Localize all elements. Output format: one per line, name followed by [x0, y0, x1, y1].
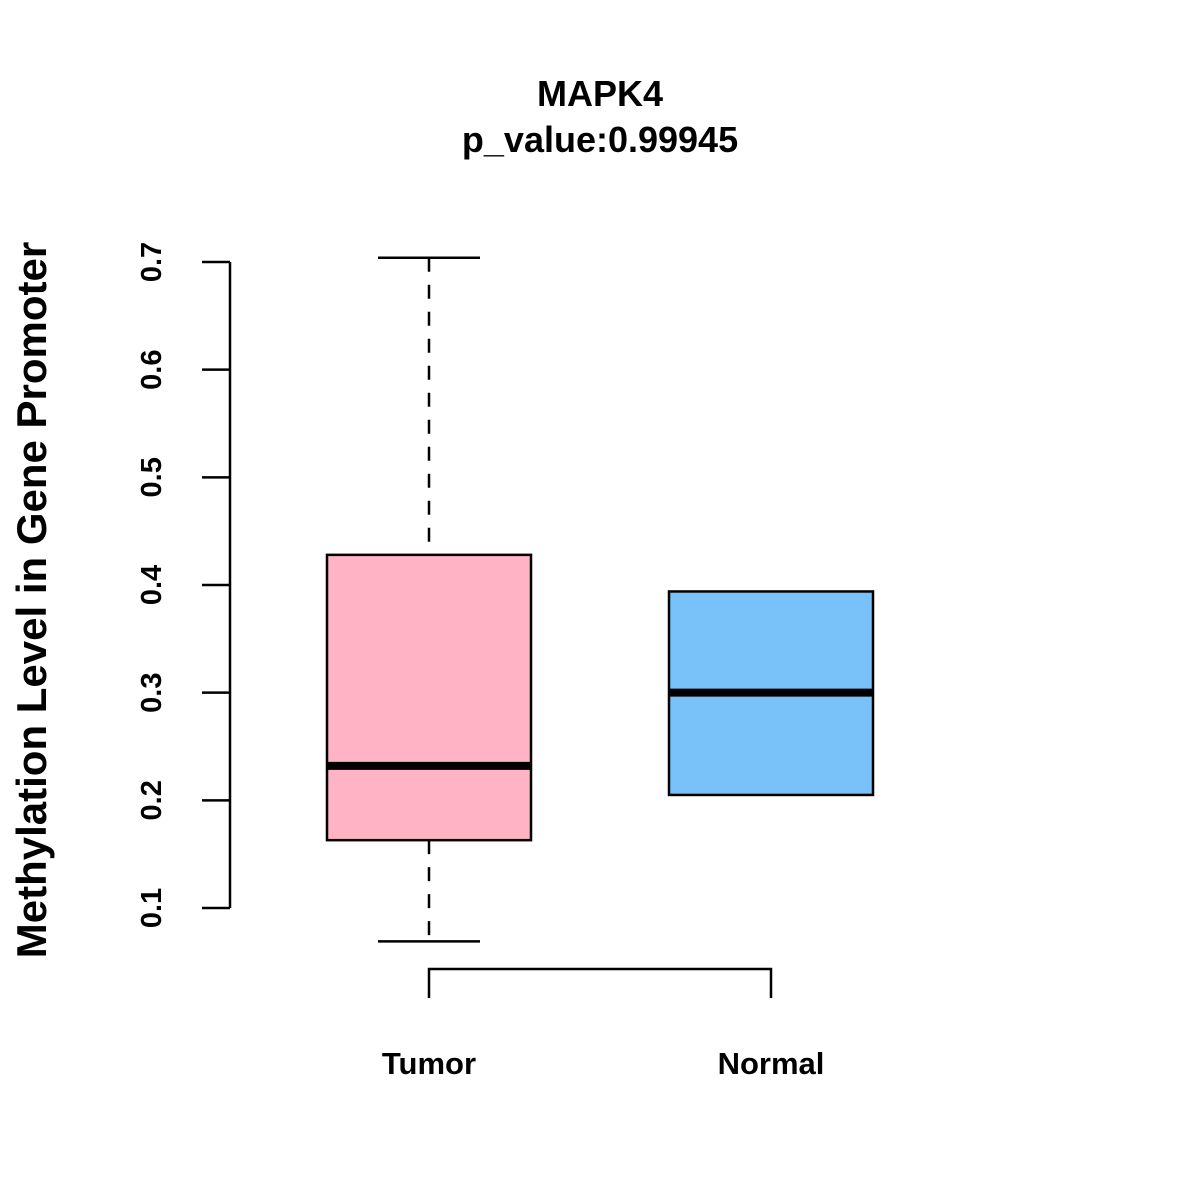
- y-axis-ticks: 0.1 0.2 0.3 0.4 0.5 0.6 0.7: [136, 242, 230, 928]
- y-tick-label-1: 0.2: [136, 780, 168, 820]
- y-axis-label: Methylation Level in Gene Promoter: [8, 242, 55, 958]
- y-tick-label-2: 0.3: [136, 673, 168, 713]
- category-label-normal: Normal: [718, 1046, 825, 1081]
- y-tick-label-3: 0.4: [136, 565, 168, 605]
- tumor-iqr-box: [325, 553, 533, 842]
- y-tick-label-0: 0.1: [136, 888, 168, 928]
- category-label-tumor: Tumor: [382, 1046, 476, 1081]
- comparison-bracket: [427, 967, 773, 998]
- y-tick-label-5: 0.6: [136, 350, 168, 390]
- chart-subtitle: p_value:0.99945: [462, 119, 738, 160]
- category-labels: Tumor Normal: [382, 1046, 824, 1081]
- boxes: [325, 256, 875, 943]
- y-tick-label-4: 0.5: [136, 457, 168, 497]
- y-tick-label-6: 0.7: [136, 242, 168, 282]
- chart-title: MAPK4: [537, 73, 663, 114]
- box-tumor: [325, 256, 533, 943]
- bracket-line: [427, 967, 773, 998]
- box-normal: [667, 590, 875, 797]
